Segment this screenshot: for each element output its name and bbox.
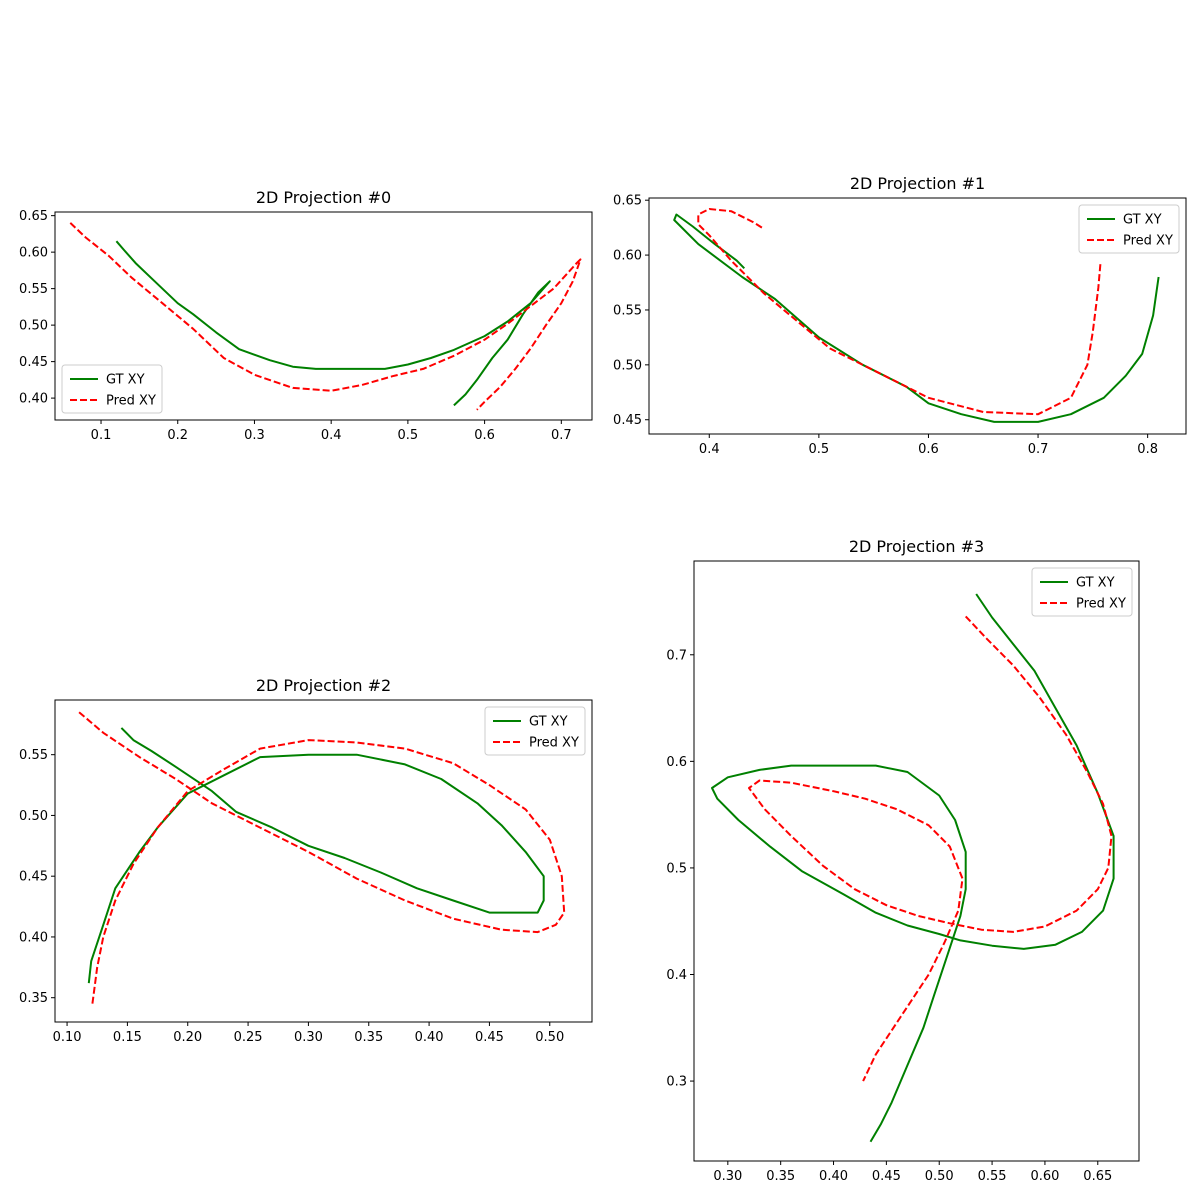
series-gt-line [711, 593, 1115, 1143]
y-tick-label: 0.50 [19, 809, 48, 824]
legend: GT XY Pred XY [484, 706, 586, 756]
y-tick-label: 0.45 [613, 413, 642, 428]
x-tick-label: 0.20 [173, 1030, 202, 1045]
legend-label: Pred XY [106, 394, 156, 409]
legend: GT XY Pred XY [1078, 204, 1180, 254]
chart-title: 2D Projection #1 [850, 174, 985, 193]
chart-title: 2D Projection #0 [256, 188, 391, 207]
x-tick-label: 0.25 [234, 1030, 263, 1045]
chart-3: 0.30 0.35 0.40 0.45 0.50 0.55 0.60 0.65 0.3 0.4 0.… [666, 537, 1140, 1184]
x-tick-label: 0.30 [294, 1030, 323, 1045]
y-tick-label: 0.40 [19, 392, 48, 407]
y-tick-label: 0.65 [613, 194, 642, 209]
x-tick-label: 0.7 [551, 428, 572, 443]
y-tick-label: 0.45 [19, 870, 48, 885]
chart-title: 2D Projection #3 [849, 537, 984, 556]
y-tick-label: 0.55 [19, 748, 48, 763]
x-tick-label: 0.45 [475, 1030, 504, 1045]
x-tick-label: 0.8 [1137, 442, 1158, 457]
x-tick-label: 0.15 [113, 1030, 142, 1045]
x-tick-label: 0.10 [53, 1030, 82, 1045]
series-pred-line [748, 615, 1113, 1082]
x-tick-label: 0.60 [1030, 1169, 1059, 1184]
y-tick-label: 0.50 [19, 319, 48, 334]
y-tick-label: 0.65 [19, 209, 48, 224]
y-tick-label: 0.55 [19, 282, 48, 297]
legend-label: GT XY [1076, 576, 1115, 591]
x-tick-label: 0.40 [819, 1169, 848, 1184]
x-tick-label: 0.2 [167, 428, 188, 443]
y-tick-label: 0.60 [19, 246, 48, 261]
x-tick-label: 0.45 [872, 1169, 901, 1184]
x-tick-label: 0.40 [415, 1030, 444, 1045]
x-tick-label: 0.30 [713, 1169, 742, 1184]
series-pred-line [69, 222, 582, 411]
x-tick-label: 0.1 [91, 428, 112, 443]
y-tick-label: 0.4 [666, 968, 687, 983]
y-tick-label: 0.3 [666, 1075, 687, 1090]
chart-title: 2D Projection #2 [256, 676, 391, 695]
x-tick-label: 0.35 [766, 1169, 795, 1184]
legend: GT XY Pred XY [1031, 567, 1133, 617]
x-tick-label: 0.5 [398, 428, 419, 443]
x-tick-label: 0.55 [978, 1169, 1007, 1184]
x-tick-label: 0.5 [809, 442, 830, 457]
legend-label: GT XY [1123, 213, 1162, 228]
y-tick-label: 0.5 [666, 861, 687, 876]
legend-label: GT XY [106, 373, 145, 388]
legend: GT XY Pred XY [61, 364, 163, 414]
y-tick-label: 0.55 [613, 303, 642, 318]
series-gt-line [87, 727, 545, 984]
x-tick-label: 0.65 [1083, 1169, 1112, 1184]
chart-2: 0.10 0.15 0.20 0.25 0.30 0.35 0.40 0.45 0.50 0.35… [19, 676, 593, 1045]
legend-label: Pred XY [1076, 597, 1126, 612]
chart-1: 0.4 0.5 0.6 0.7 0.8 0.45 0.50 0.55 0.60 0.65 2D Pr… [613, 174, 1187, 457]
axes-frame [693, 560, 1140, 1162]
x-tick-label: 0.7 [1028, 442, 1049, 457]
axes-frame [54, 211, 593, 421]
x-tick-label: 0.6 [474, 428, 495, 443]
x-tick-label: 0.4 [321, 428, 342, 443]
x-tick-label: 0.4 [699, 442, 720, 457]
legend-label: Pred XY [1123, 234, 1173, 249]
y-tick-label: 0.6 [666, 755, 687, 770]
x-tick-label: 0.6 [918, 442, 939, 457]
x-tick-label: 0.50 [925, 1169, 954, 1184]
axes-frame [54, 699, 593, 1023]
legend-label: GT XY [529, 715, 568, 730]
x-tick-label: 0.35 [354, 1030, 383, 1045]
y-tick-label: 0.7 [666, 648, 687, 663]
x-tick-label: 0.50 [535, 1030, 564, 1045]
x-tick-label: 0.3 [244, 428, 265, 443]
y-tick-label: 0.40 [19, 930, 48, 945]
y-tick-label: 0.45 [19, 355, 48, 370]
chart-0: 0.1 0.2 0.3 0.4 0.5 0.6 0.7 0.40 0.45 0.50 0.55 0.6… [19, 188, 593, 443]
series-gt-line [115, 240, 551, 407]
series-pred-line [78, 711, 566, 1004]
legend-label: Pred XY [529, 736, 579, 751]
axes-frame [648, 197, 1187, 435]
y-tick-label: 0.60 [613, 249, 642, 264]
y-tick-label: 0.35 [19, 991, 48, 1006]
y-tick-label: 0.50 [613, 358, 642, 373]
